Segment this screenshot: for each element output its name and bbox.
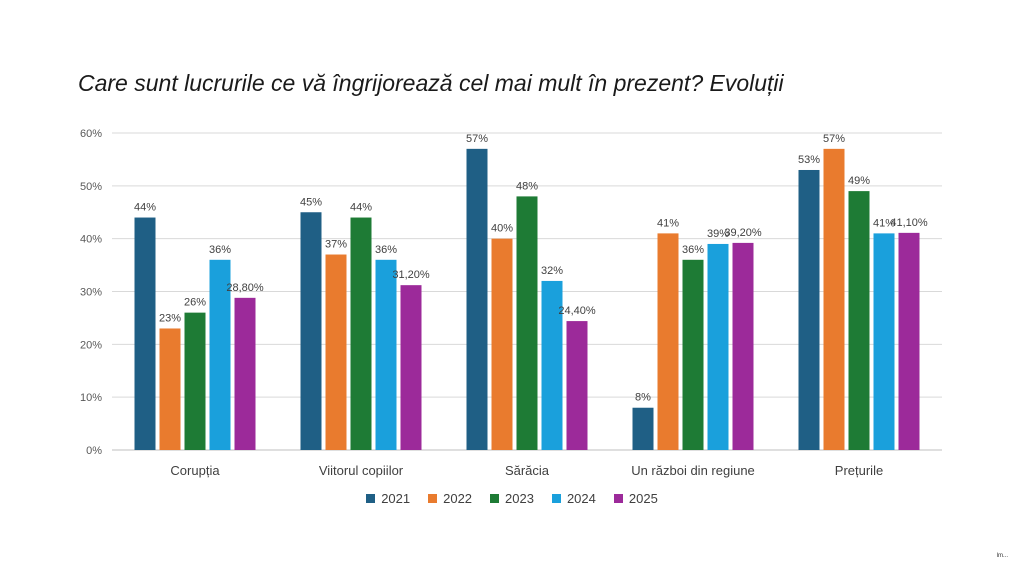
bar <box>159 328 181 450</box>
data-label: 57% <box>466 133 488 145</box>
data-label: 8% <box>635 392 651 404</box>
legend-item: 2023 <box>490 491 534 506</box>
bar <box>898 232 920 450</box>
data-label: 24,40% <box>558 305 596 317</box>
legend-label: 2024 <box>566 491 596 506</box>
data-label: 45% <box>300 196 322 208</box>
data-label: 36% <box>209 244 231 256</box>
chart-title: Care sunt lucrurile ce vă îngrijorează c… <box>78 70 784 96</box>
bar <box>234 297 256 450</box>
data-label: 36% <box>682 244 704 256</box>
data-label: 40% <box>491 223 513 235</box>
bar <box>657 233 679 450</box>
legend-swatch <box>490 494 500 503</box>
bar <box>516 196 538 450</box>
legend-swatch <box>366 494 376 503</box>
data-label: 41,10% <box>890 217 928 229</box>
y-tick-label: 0% <box>86 445 102 457</box>
y-tick-label: 10% <box>80 392 102 404</box>
data-label: 37% <box>325 239 347 251</box>
data-label: 39% <box>707 228 729 240</box>
legend-label: 2021 <box>381 491 411 506</box>
x-category-label: Un război din regiune <box>631 463 755 478</box>
bar <box>350 217 372 450</box>
legend-item: 2022 <box>428 491 472 506</box>
chart-legend: 2021 2022 2023 2024 2025 <box>0 491 1024 506</box>
data-label: 44% <box>350 202 372 214</box>
data-label: 41% <box>657 217 679 229</box>
watermark-logo: lm... <box>996 553 1008 559</box>
legend-label: 2022 <box>443 491 473 506</box>
x-category-label: Sărăcia <box>505 463 550 478</box>
data-label: 48% <box>516 180 538 192</box>
legend-label: 2025 <box>628 491 658 506</box>
data-label: 53% <box>798 154 820 166</box>
data-label: 39,20% <box>724 227 762 239</box>
legend-swatch <box>428 494 438 503</box>
legend-label: 2023 <box>505 491 534 506</box>
bar <box>873 233 895 450</box>
bar <box>541 280 563 450</box>
data-label: 31,20% <box>392 269 430 281</box>
bar <box>325 254 347 450</box>
bar <box>707 243 729 450</box>
legend-item: 2021 <box>366 491 410 506</box>
bar <box>682 259 704 450</box>
bar <box>823 148 845 450</box>
bar <box>400 285 422 450</box>
bar <box>375 259 397 450</box>
y-tick-label: 50% <box>80 181 102 193</box>
data-label: 23% <box>159 312 181 324</box>
bar <box>798 169 820 450</box>
x-category-label: Corupția <box>170 463 220 478</box>
data-label: 49% <box>848 175 870 187</box>
y-tick-label: 30% <box>80 287 102 299</box>
legend-item: 2025 <box>613 491 658 506</box>
bar <box>134 217 156 450</box>
bar <box>184 312 206 450</box>
bar <box>632 407 654 450</box>
data-label: 36% <box>375 244 397 256</box>
legend-swatch <box>551 494 561 503</box>
legend-item: 2024 <box>551 491 596 506</box>
legend-swatch <box>613 494 623 503</box>
x-category-label: Prețurile <box>835 463 883 478</box>
bar <box>209 259 231 450</box>
x-category-label: Viitorul copiilor <box>319 463 404 478</box>
data-label: 41% <box>873 217 895 229</box>
bar <box>566 321 588 450</box>
data-label: 28,80% <box>226 282 264 294</box>
y-tick-label: 20% <box>80 339 102 351</box>
data-label: 26% <box>184 297 206 309</box>
bar <box>848 191 870 450</box>
data-label: 57% <box>823 133 845 145</box>
data-label: 32% <box>541 265 563 277</box>
y-tick-label: 60% <box>80 128 102 140</box>
bar <box>466 148 488 450</box>
bar <box>491 238 513 450</box>
y-tick-label: 40% <box>80 234 102 246</box>
bar <box>732 242 754 450</box>
data-label: 44% <box>134 202 156 214</box>
bar <box>300 212 322 450</box>
